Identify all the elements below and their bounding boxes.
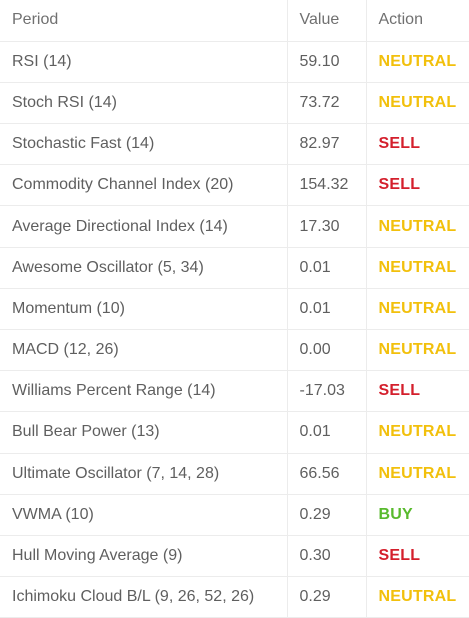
period-cell: Ultimate Oscillator (7, 14, 28): [0, 453, 287, 495]
value-cell: 0.01: [286, 247, 366, 289]
period-cell: Momentum (10): [0, 288, 287, 331]
table-row: Bull Bear Power (13) 0.01 NEUTRAL: [0, 411, 469, 454]
period-cell: Awesome Oscillator (5, 34): [0, 247, 287, 289]
value-cell: -17.03: [286, 370, 366, 413]
value-cell: 82.97: [286, 123, 366, 166]
value-cell: 154.32: [286, 164, 366, 207]
value-cell: 73.72: [286, 82, 366, 125]
table-row: Awesome Oscillator (5, 34) 0.01 NEUTRAL: [0, 247, 469, 289]
action-cell: NEUTRAL: [365, 247, 469, 289]
value-cell: 0.01: [286, 411, 366, 454]
action-cell: NEUTRAL: [365, 82, 469, 125]
value-cell: 66.56: [286, 453, 366, 495]
table-row: VWMA (10) 0.29 BUY: [0, 494, 469, 536]
period-cell: Stochastic Fast (14): [0, 123, 287, 166]
table-row: Williams Percent Range (14) -17.03 SELL: [0, 370, 469, 413]
action-cell: NEUTRAL: [365, 576, 469, 618]
header-row: Period Value Action: [0, 0, 469, 42]
action-column-header: Action: [365, 0, 469, 42]
table-row: Average Directional Index (14) 17.30 NEU…: [0, 205, 469, 248]
table-row: RSI (14) 59.10 NEUTRAL: [0, 41, 469, 83]
period-cell: Ichimoku Cloud B/L (9, 26, 52, 26): [0, 576, 287, 618]
value-cell: 0.01: [286, 288, 366, 331]
table-row: Stochastic Fast (14) 82.97 SELL: [0, 123, 469, 166]
table-row: Commodity Channel Index (20) 154.32 SELL: [0, 164, 469, 207]
table-header: Period Value Action: [0, 0, 469, 42]
period-cell: Bull Bear Power (13): [0, 411, 287, 454]
action-cell: NEUTRAL: [365, 453, 469, 495]
action-cell: NEUTRAL: [365, 41, 469, 83]
period-cell: Hull Moving Average (9): [0, 535, 287, 578]
value-column-header: Value: [286, 0, 366, 42]
period-cell: Average Directional Index (14): [0, 205, 287, 248]
value-cell: 59.10: [286, 41, 366, 83]
period-cell: Stoch RSI (14): [0, 82, 287, 125]
value-cell: 0.29: [286, 576, 366, 618]
action-cell: SELL: [365, 123, 469, 166]
table-row: Ichimoku Cloud B/L (9, 26, 52, 26) 0.29 …: [0, 576, 469, 618]
action-cell: SELL: [365, 370, 469, 413]
period-cell: MACD (12, 26): [0, 329, 287, 372]
action-cell: NEUTRAL: [365, 411, 469, 454]
action-cell: SELL: [365, 164, 469, 207]
action-cell: BUY: [365, 494, 469, 536]
value-cell: 0.00: [286, 329, 366, 372]
action-cell: NEUTRAL: [365, 288, 469, 331]
period-cell: Williams Percent Range (14): [0, 370, 287, 413]
table-body: RSI (14) 59.10 NEUTRAL Stoch RSI (14) 73…: [0, 41, 469, 618]
table-row: MACD (12, 26) 0.00 NEUTRAL: [0, 329, 469, 372]
value-cell: 0.30: [286, 535, 366, 578]
period-cell: VWMA (10): [0, 494, 287, 536]
period-cell: RSI (14): [0, 41, 287, 83]
table-row: Momentum (10) 0.01 NEUTRAL: [0, 288, 469, 331]
action-cell: SELL: [365, 535, 469, 578]
table-row: Stoch RSI (14) 73.72 NEUTRAL: [0, 82, 469, 125]
period-cell: Commodity Channel Index (20): [0, 164, 287, 207]
action-cell: NEUTRAL: [365, 329, 469, 372]
value-cell: 17.30: [286, 205, 366, 248]
table-row: Ultimate Oscillator (7, 14, 28) 66.56 NE…: [0, 453, 469, 495]
table-row: Hull Moving Average (9) 0.30 SELL: [0, 535, 469, 578]
action-cell: NEUTRAL: [365, 205, 469, 248]
period-column-header: Period: [0, 0, 287, 42]
value-cell: 0.29: [286, 494, 366, 536]
